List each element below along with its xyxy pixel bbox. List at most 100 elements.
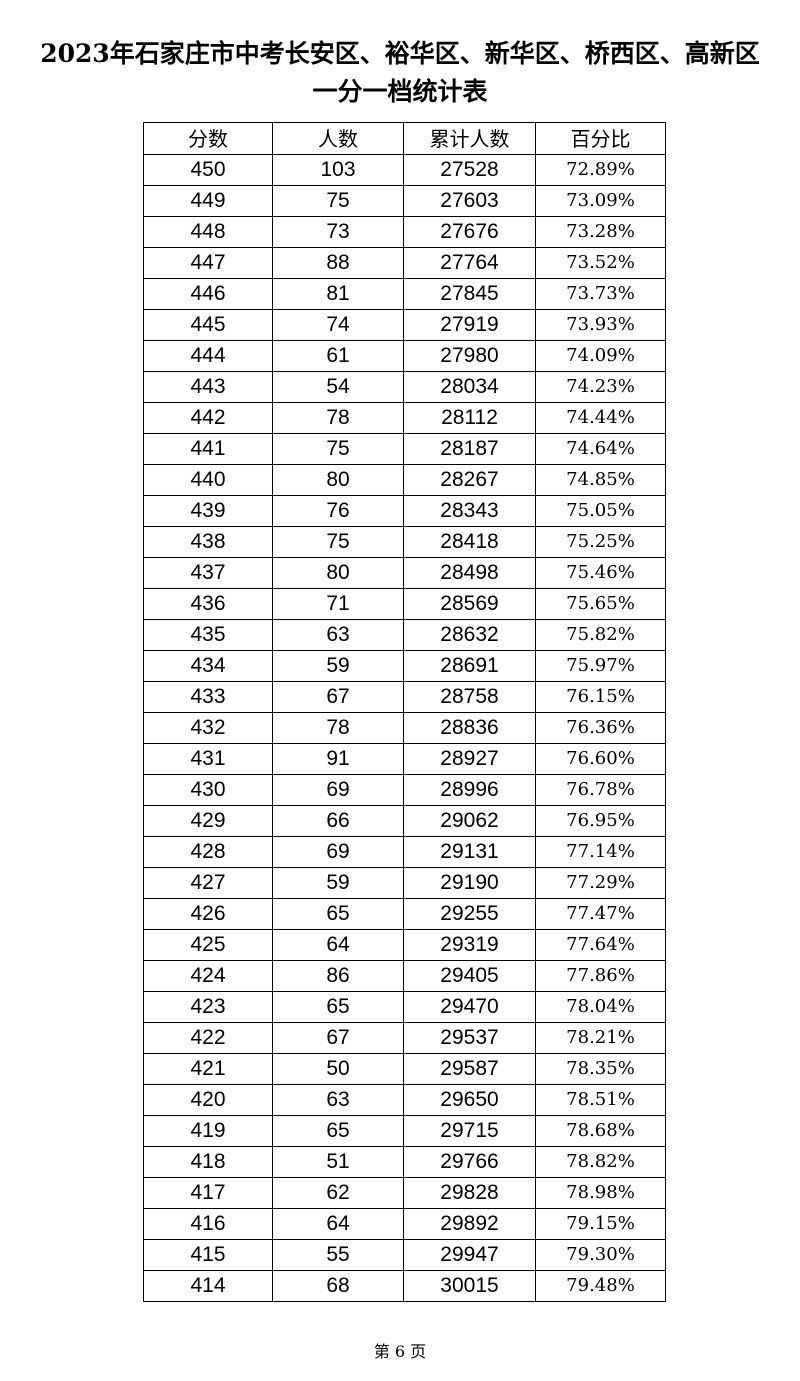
- table-cell: 29715: [403, 1115, 536, 1147]
- table-row: 428 69 29131 77.14%: [143, 836, 666, 868]
- table-row: 449 75 27603 73.09%: [143, 185, 666, 217]
- table-cell: 414: [143, 1270, 273, 1302]
- title: 一分一档统计表: [312, 77, 488, 106]
- table-cell: 64: [272, 929, 404, 961]
- table-cell: 422: [143, 1022, 273, 1054]
- table-cell: 29255: [403, 898, 536, 930]
- table-cell: 28927: [403, 743, 536, 775]
- table-row: 434 59 28691 75.97%: [143, 650, 666, 682]
- table-cell: 79.30%: [535, 1239, 666, 1271]
- table-cell: 86: [272, 960, 404, 992]
- page-number: 第 6 页: [373, 1342, 427, 1361]
- table-cell: 28187: [403, 433, 536, 465]
- table-cell: 438: [143, 526, 273, 558]
- table-row: 427 59 29190 77.29%: [143, 867, 666, 899]
- table-row: 418 51 29766 78.82%: [143, 1146, 666, 1178]
- table-row: 438 75 28418 75.25%: [143, 526, 666, 558]
- table-cell: 425: [143, 929, 273, 961]
- table-cell: 77.86%: [535, 960, 666, 992]
- table-cell: 80: [272, 557, 404, 589]
- table-cell: 59: [272, 650, 404, 682]
- table-cell: 417: [143, 1177, 273, 1209]
- table-row: 422 67 29537 78.21%: [143, 1022, 666, 1054]
- table-cell: 29405: [403, 960, 536, 992]
- table-cell: 67: [272, 1022, 404, 1054]
- table-cell: 75: [272, 526, 404, 558]
- table-cell: 30015: [403, 1270, 536, 1302]
- table-cell: 28112: [403, 402, 536, 434]
- table-cell: 81: [272, 278, 404, 310]
- table-cell: 440: [143, 464, 273, 496]
- table-cell: 73.73%: [535, 278, 666, 310]
- table-cell: 63: [272, 619, 404, 651]
- table-cell: 420: [143, 1084, 273, 1116]
- table-cell: 72.89%: [535, 154, 666, 186]
- table-cell: 64: [272, 1208, 404, 1240]
- table-cell: 67: [272, 681, 404, 713]
- table-cell: 51: [272, 1146, 404, 1178]
- table-cell: 433: [143, 681, 273, 713]
- column-header: 累计人数: [403, 122, 536, 155]
- table-cell: 27845: [403, 278, 536, 310]
- table-cell: 416: [143, 1208, 273, 1240]
- title: 2023年石家庄市中考长安区、裕华区、新华区、桥西区、高新区: [40, 39, 760, 68]
- table-cell: 79.48%: [535, 1270, 666, 1302]
- table-cell: 27764: [403, 247, 536, 279]
- table-cell: 78.35%: [535, 1053, 666, 1085]
- table-cell: 29537: [403, 1022, 536, 1054]
- table-cell: 426: [143, 898, 273, 930]
- table-cell: 75.97%: [535, 650, 666, 682]
- table-cell: 66: [272, 805, 404, 837]
- table-cell: 419: [143, 1115, 273, 1147]
- table-cell: 65: [272, 991, 404, 1023]
- table-cell: 73.52%: [535, 247, 666, 279]
- table-cell: 28758: [403, 681, 536, 713]
- table-cell: 418: [143, 1146, 273, 1178]
- table-cell: 76: [272, 495, 404, 527]
- table-cell: 103: [272, 154, 404, 186]
- table-cell: 28418: [403, 526, 536, 558]
- table-cell: 78.04%: [535, 991, 666, 1023]
- table-cell: 29131: [403, 836, 536, 868]
- table-row: 417 62 29828 78.98%: [143, 1177, 666, 1209]
- table-cell: 28267: [403, 464, 536, 496]
- table-cell: 74.64%: [535, 433, 666, 465]
- table-cell: 71: [272, 588, 404, 620]
- table-row: 441 75 28187 74.64%: [143, 433, 666, 465]
- table-row: 420 63 29650 78.51%: [143, 1084, 666, 1116]
- table-cell: 76.60%: [535, 743, 666, 775]
- table-cell: 446: [143, 278, 273, 310]
- table-cell: 443: [143, 371, 273, 403]
- table-cell: 75.82%: [535, 619, 666, 651]
- table-cell: 65: [272, 1115, 404, 1147]
- table-cell: 78: [272, 402, 404, 434]
- table-cell: 27528: [403, 154, 536, 186]
- table-cell: 29587: [403, 1053, 536, 1085]
- table-cell: 424: [143, 960, 273, 992]
- table-cell: 28691: [403, 650, 536, 682]
- table-cell: 73.93%: [535, 309, 666, 341]
- table-cell: 436: [143, 588, 273, 620]
- table-row: 436 71 28569 75.65%: [143, 588, 666, 620]
- table-cell: 428: [143, 836, 273, 868]
- table-row: 435 63 28632 75.82%: [143, 619, 666, 651]
- table-cell: 75.05%: [535, 495, 666, 527]
- table-row: 425 64 29319 77.64%: [143, 929, 666, 961]
- table-cell: 75.46%: [535, 557, 666, 589]
- table-cell: 29766: [403, 1146, 536, 1178]
- header-row: 分数 人数 累计人数 百分比: [143, 122, 666, 155]
- score-table: 分数 人数 累计人数 百分比 450 103 27528 72.89% 449 75 27603 7…: [143, 122, 666, 1302]
- table-cell: 61: [272, 340, 404, 372]
- table-cell: 448: [143, 216, 273, 248]
- table-cell: 27919: [403, 309, 536, 341]
- table-cell: 435: [143, 619, 273, 651]
- table-row: 415 55 29947 79.30%: [143, 1239, 666, 1271]
- table-row: 426 65 29255 77.47%: [143, 898, 666, 930]
- table-cell: 74.23%: [535, 371, 666, 403]
- table-cell: 437: [143, 557, 273, 589]
- table-cell: 431: [143, 743, 273, 775]
- table-row: 450 103 27528 72.89%: [143, 154, 666, 186]
- table-cell: 28632: [403, 619, 536, 651]
- table-cell: 430: [143, 774, 273, 806]
- table-cell: 28836: [403, 712, 536, 744]
